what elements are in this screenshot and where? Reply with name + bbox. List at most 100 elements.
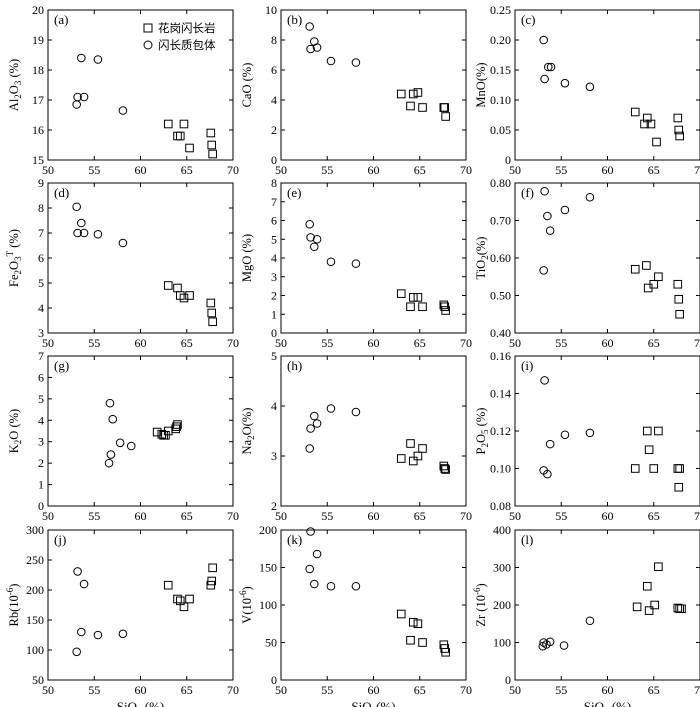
data-point-square bbox=[408, 617, 418, 627]
x-tick-label: 60 bbox=[602, 336, 614, 350]
y-tick-label: 400 bbox=[493, 523, 511, 537]
y-tick-label: 4 bbox=[38, 301, 44, 315]
data-point-square bbox=[406, 302, 415, 312]
series-enclave bbox=[72, 53, 128, 115]
y-tick-label: 6 bbox=[38, 251, 44, 265]
data-point-square bbox=[630, 464, 640, 473]
y-tick-label: 0.60 bbox=[490, 251, 511, 265]
series-granodiorite bbox=[163, 119, 217, 159]
data-point-circle bbox=[118, 629, 128, 639]
y-tick-label: 200 bbox=[26, 583, 44, 597]
y-tick-label: 7 bbox=[38, 226, 44, 240]
plot-frame bbox=[47, 182, 234, 334]
y-tick-label: 0.20 bbox=[490, 33, 511, 47]
data-point-square bbox=[646, 119, 656, 129]
data-point-square bbox=[413, 88, 423, 97]
data-point-square bbox=[654, 562, 663, 572]
data-point-circle bbox=[77, 627, 86, 637]
plot-frame bbox=[514, 529, 700, 681]
panel-label: (a) bbox=[54, 12, 68, 27]
y-tick-label: 100 bbox=[493, 636, 511, 650]
data-point-circle bbox=[77, 218, 86, 228]
x-tick-label: 70 bbox=[694, 683, 700, 697]
data-point-square bbox=[173, 594, 182, 604]
x-tick-label: 70 bbox=[227, 683, 239, 697]
panel-label: (d) bbox=[54, 185, 69, 200]
data-point-square bbox=[674, 482, 684, 492]
x-tick-label: 65 bbox=[648, 683, 660, 697]
series-enclave bbox=[305, 219, 361, 268]
y-tick-label: 0 bbox=[505, 673, 511, 687]
data-point-circle bbox=[560, 205, 570, 215]
data-point-square bbox=[650, 600, 659, 610]
panel-d: 3 4 5 6 7 8 9 50 55 60 65 70 (d) Fe2O3T (%) bbox=[5, 176, 239, 350]
data-point-circle bbox=[104, 458, 114, 468]
data-point-square bbox=[649, 464, 659, 473]
data-point-square bbox=[413, 619, 423, 629]
plot-frame bbox=[280, 529, 467, 681]
panel-l: 0 100 200 300 400 50 55 60 65 70 (l) Zr (10-6) SiO2 … bbox=[472, 523, 700, 707]
data-point-circle bbox=[73, 228, 82, 238]
x-tick-label: 60 bbox=[368, 336, 380, 350]
series-enclave bbox=[305, 22, 361, 67]
x-tick-label: 70 bbox=[460, 683, 472, 697]
data-point-circle bbox=[326, 257, 336, 267]
y-tick-label: 0.50 bbox=[490, 289, 511, 303]
x-tick-label: 70 bbox=[694, 336, 700, 350]
y-tick-label: 5 bbox=[38, 392, 44, 406]
y-tick-label: 5 bbox=[271, 232, 277, 246]
x-tick-label: 50 bbox=[42, 336, 54, 350]
data-point-circle bbox=[79, 228, 89, 238]
series-enclave bbox=[104, 398, 136, 468]
y-tick-label: 3 bbox=[271, 449, 277, 463]
y-tick-label: 8 bbox=[38, 201, 44, 215]
series-granodiorite bbox=[630, 426, 684, 492]
data-point-square bbox=[159, 430, 168, 440]
data-point-square bbox=[163, 281, 173, 290]
legend-label-granodiorite: 花岗闪长岩 bbox=[158, 21, 216, 35]
data-point-square bbox=[207, 140, 217, 150]
y-tick-label: 19 bbox=[32, 33, 44, 47]
y-tick-label: 0.40 bbox=[490, 326, 511, 340]
y-axis-label: CaO (%) bbox=[240, 63, 254, 108]
x-tick-label: 55 bbox=[555, 683, 567, 697]
x-tick-label: 55 bbox=[321, 509, 333, 523]
plot-frame bbox=[514, 355, 700, 507]
x-tick-label: 70 bbox=[227, 336, 239, 350]
x-tick-label: 65 bbox=[648, 163, 660, 177]
x-tick-label: 65 bbox=[181, 683, 193, 697]
y-tick-label: 4 bbox=[271, 399, 277, 413]
data-point-square bbox=[642, 581, 652, 591]
data-point-square bbox=[413, 293, 423, 302]
y-axis-label: P2O5 (%) bbox=[474, 408, 490, 455]
y-axis-label: MnO(%) bbox=[474, 62, 488, 107]
data-point-square bbox=[185, 291, 194, 300]
data-point-square bbox=[673, 464, 683, 473]
series-granodiorite bbox=[396, 439, 450, 474]
y-tick-label: 4 bbox=[38, 413, 44, 427]
data-point-circle bbox=[585, 616, 595, 626]
data-point-circle bbox=[306, 527, 315, 536]
y-tick-label: 0.12 bbox=[490, 424, 511, 438]
data-point-circle bbox=[351, 58, 361, 67]
data-point-circle bbox=[544, 62, 553, 72]
data-point-square bbox=[206, 298, 216, 308]
x-tick-label: 70 bbox=[460, 163, 472, 177]
y-tick-label: 4 bbox=[271, 93, 277, 107]
data-point-square bbox=[675, 131, 684, 141]
panel-label: (f) bbox=[521, 185, 534, 200]
x-tick-label: 70 bbox=[694, 509, 700, 523]
data-point-circle bbox=[351, 259, 361, 268]
x-tick-label: 65 bbox=[414, 683, 426, 697]
x-tick-label: 50 bbox=[275, 163, 287, 177]
x-tick-label: 55 bbox=[88, 163, 100, 177]
data-point-square bbox=[674, 294, 684, 304]
data-point-circle bbox=[540, 376, 549, 385]
y-axis-label: Al2O3 (%) bbox=[7, 59, 23, 111]
x-tick-label: 60 bbox=[368, 683, 380, 697]
panel-label: (b) bbox=[287, 12, 302, 27]
x-tick-label: 65 bbox=[648, 509, 660, 523]
y-tick-label: 6 bbox=[271, 63, 277, 77]
x-tick-label: 50 bbox=[509, 163, 521, 177]
y-tick-label: 300 bbox=[493, 561, 511, 575]
